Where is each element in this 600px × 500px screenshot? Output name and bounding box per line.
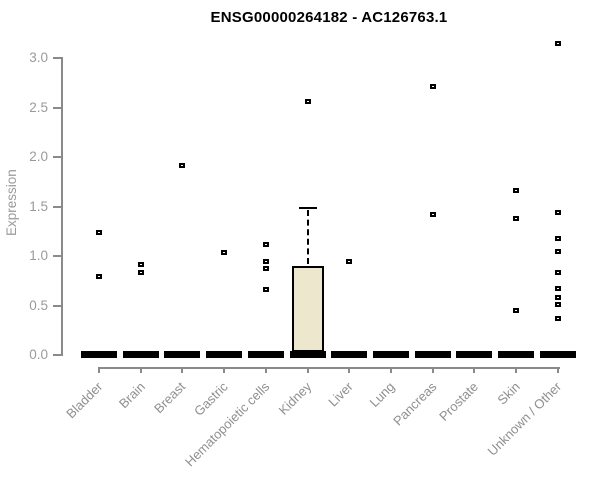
data-point [263,259,269,264]
x-axis-line [99,367,560,369]
median-bar [290,351,326,358]
median-bar [164,351,200,358]
data-point [555,210,561,215]
data-point [305,99,311,104]
y-axis-tick [53,305,61,307]
y-axis-tick [53,255,61,257]
y-axis-tick-label: 2.5 [29,100,48,115]
x-axis-category-label: Unknown / Other [485,379,565,459]
data-point [513,188,519,193]
data-point [346,259,352,264]
y-axis-tick-label: 1.0 [29,248,48,263]
data-point [555,302,561,307]
x-axis-tick [265,367,267,373]
x-axis-category-label: Skin [494,379,523,408]
median-bar [123,351,159,358]
x-axis-category-label: Gastric [190,379,231,419]
median-bar [415,351,451,358]
y-axis-tick [53,206,61,208]
data-point [555,270,561,275]
kidney-whisker [307,210,309,264]
data-point [138,270,144,275]
data-point [555,286,561,291]
y-axis-tick-label: 3.0 [29,50,48,65]
x-axis-tick [515,367,517,373]
x-axis-category-label: Prostate [435,379,481,424]
data-point [263,287,269,292]
x-axis-category-label: Pancreas [390,379,440,429]
y-axis-tick [53,156,61,158]
y-axis-tick [53,57,61,59]
median-bar [81,351,117,358]
y-axis-line [61,57,63,356]
data-point [430,84,436,89]
data-point [555,249,561,254]
data-point [96,274,102,279]
x-axis-tick [307,367,309,373]
chart-title: ENSG00000264182 - AC126763.1 [210,9,448,26]
median-bar [540,351,576,358]
x-axis-tick [181,367,183,373]
median-bar [331,351,367,358]
x-axis-category-label: Liver [325,379,356,410]
x-axis-category-label: Lung [366,379,398,411]
data-point [263,266,269,271]
data-point [430,212,436,217]
data-point [555,236,561,241]
x-axis-tick [390,367,392,373]
data-point [555,41,561,46]
kidney-whisker-cap [299,207,317,209]
y-axis-tick [53,107,61,109]
x-axis-tick [473,367,475,373]
x-axis-category-label: Brain [115,379,148,412]
y-axis-tick-label: 0.0 [29,347,48,362]
median-bar [498,351,534,358]
x-axis-tick [557,367,559,373]
data-point [221,250,227,255]
data-point [513,216,519,221]
median-bar [206,351,242,358]
x-axis-category-label: Bladder [63,379,106,422]
data-point [96,230,102,235]
data-point [513,308,519,313]
median-bar [456,351,492,358]
x-axis-category-label: Kidney [275,379,315,418]
x-axis-category-label: Breast [151,379,189,417]
median-bar [373,351,409,358]
data-point [179,163,185,168]
x-axis-tick [223,367,225,373]
y-axis-tick [53,354,61,356]
data-point [555,295,561,300]
x-axis-tick [98,367,100,373]
data-point [138,262,144,267]
y-axis-tick-label: 0.5 [29,298,48,313]
kidney-box [292,266,324,352]
x-axis-tick [348,367,350,373]
y-axis-tick-label: 2.0 [29,149,48,164]
data-point [555,316,561,321]
x-axis-tick [140,367,142,373]
x-axis-tick [432,367,434,373]
median-bar [248,351,284,358]
data-point [263,242,269,247]
y-axis-tick-label: 1.5 [29,199,48,214]
